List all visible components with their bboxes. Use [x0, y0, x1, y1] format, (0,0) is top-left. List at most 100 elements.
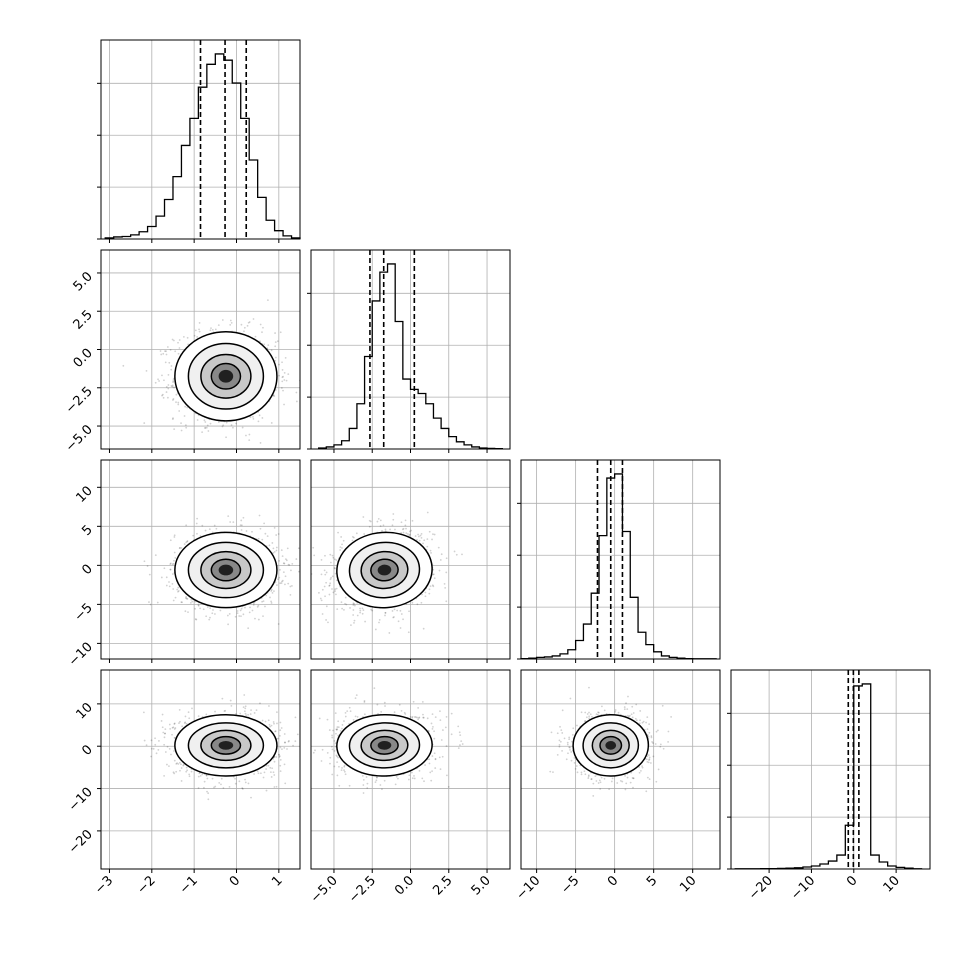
scatter-point — [279, 331, 282, 334]
scatter-point — [330, 576, 332, 579]
scatter-point — [350, 624, 352, 627]
scatter-point — [204, 426, 207, 429]
scatter-point — [263, 522, 266, 525]
scatter-point — [197, 775, 200, 778]
scatter-point — [378, 621, 380, 624]
scatter-point — [187, 611, 189, 613]
scatter-point — [431, 584, 434, 587]
scatter-point — [247, 627, 250, 630]
scatter-point — [352, 536, 355, 539]
scatter-point — [240, 615, 242, 618]
scatter-point — [282, 389, 284, 392]
scatter-point — [420, 601, 423, 604]
scatter-point — [202, 608, 205, 611]
scatter-point — [408, 610, 410, 613]
scatter-point — [272, 552, 275, 554]
scatter-point — [258, 514, 261, 517]
scatter-point — [157, 378, 159, 381]
scatter-point — [185, 770, 188, 773]
scatter-point — [278, 559, 280, 562]
scatter-point — [328, 584, 331, 587]
scatter-point — [285, 559, 288, 562]
scatter-point — [173, 723, 176, 725]
scatter-point — [301, 379, 303, 381]
scatter-panel-1-0: −5.0−2.50.02.55.0 — [63, 249, 303, 455]
scatter-point — [229, 521, 232, 523]
scatter-point — [384, 611, 387, 614]
scatter-point — [180, 601, 183, 603]
scatter-point — [437, 546, 440, 549]
scatter-point — [298, 570, 300, 573]
scatter-point — [196, 419, 199, 421]
scatter-point — [439, 559, 442, 561]
scatter-point — [194, 329, 197, 332]
scatter-point — [221, 425, 224, 428]
scatter-point — [172, 588, 175, 590]
scatter-point — [428, 588, 431, 591]
scatter-point — [209, 422, 212, 425]
scatter-point — [145, 370, 148, 372]
scatter-point — [284, 583, 286, 586]
scatter-point — [247, 782, 250, 785]
scatter-point — [230, 321, 233, 324]
scatter-point — [172, 381, 174, 384]
scatter-point — [185, 722, 188, 725]
scatter-point — [331, 554, 334, 557]
scatter-point — [190, 598, 193, 601]
scatter-point — [276, 584, 278, 586]
panel-content — [101, 250, 303, 449]
scatter-point — [268, 544, 271, 547]
scatter-point — [284, 356, 287, 359]
scatter-point — [230, 424, 233, 426]
scatter-point — [164, 350, 166, 353]
scatter-point — [234, 615, 237, 618]
scatter-point — [341, 607, 344, 610]
scatter-point — [172, 378, 175, 381]
scatter-point — [229, 319, 232, 322]
scatter-point — [234, 782, 237, 785]
scatter-point — [241, 787, 244, 789]
scatter-point — [275, 546, 278, 549]
scatter-point — [261, 331, 263, 334]
scatter-point — [340, 601, 343, 604]
scatter-point — [269, 596, 271, 599]
scatter-point — [236, 612, 239, 615]
scatter-point — [407, 631, 410, 634]
scatter-point — [329, 553, 332, 556]
scatter-point — [240, 323, 243, 326]
scatter-point — [264, 605, 266, 608]
scatter-point — [265, 594, 268, 597]
scatter-point — [283, 562, 286, 565]
scatter-point — [184, 715, 187, 718]
scatter-point — [369, 520, 372, 523]
scatter-point — [426, 545, 429, 548]
scatter-point — [335, 593, 337, 596]
scatter-point — [208, 528, 211, 531]
scatter-point — [182, 335, 185, 338]
y-tick-label: 0.0 — [71, 346, 96, 371]
scatter-point — [289, 593, 292, 596]
scatter-point — [418, 539, 421, 542]
scatter-point — [370, 608, 373, 611]
scatter-point — [273, 527, 276, 529]
scatter-point — [278, 374, 280, 377]
scatter-point — [320, 599, 323, 602]
scatter-point — [165, 350, 167, 353]
scatter-point — [212, 609, 214, 611]
scatter-point — [327, 621, 329, 624]
scatter-point — [217, 324, 220, 327]
scatter-point — [169, 568, 172, 571]
scatter-point — [379, 525, 382, 527]
scatter-point — [341, 543, 343, 546]
histogram-panel-2 — [517, 459, 721, 663]
scatter-point — [171, 384, 174, 387]
scatter-point — [185, 595, 188, 598]
scatter-point — [273, 550, 276, 553]
density-region — [218, 369, 234, 383]
scatter-point — [273, 774, 276, 776]
scatter-point — [325, 581, 328, 584]
scatter-point — [259, 702, 261, 705]
scatter-point — [399, 609, 402, 612]
scatter-point — [245, 714, 248, 717]
